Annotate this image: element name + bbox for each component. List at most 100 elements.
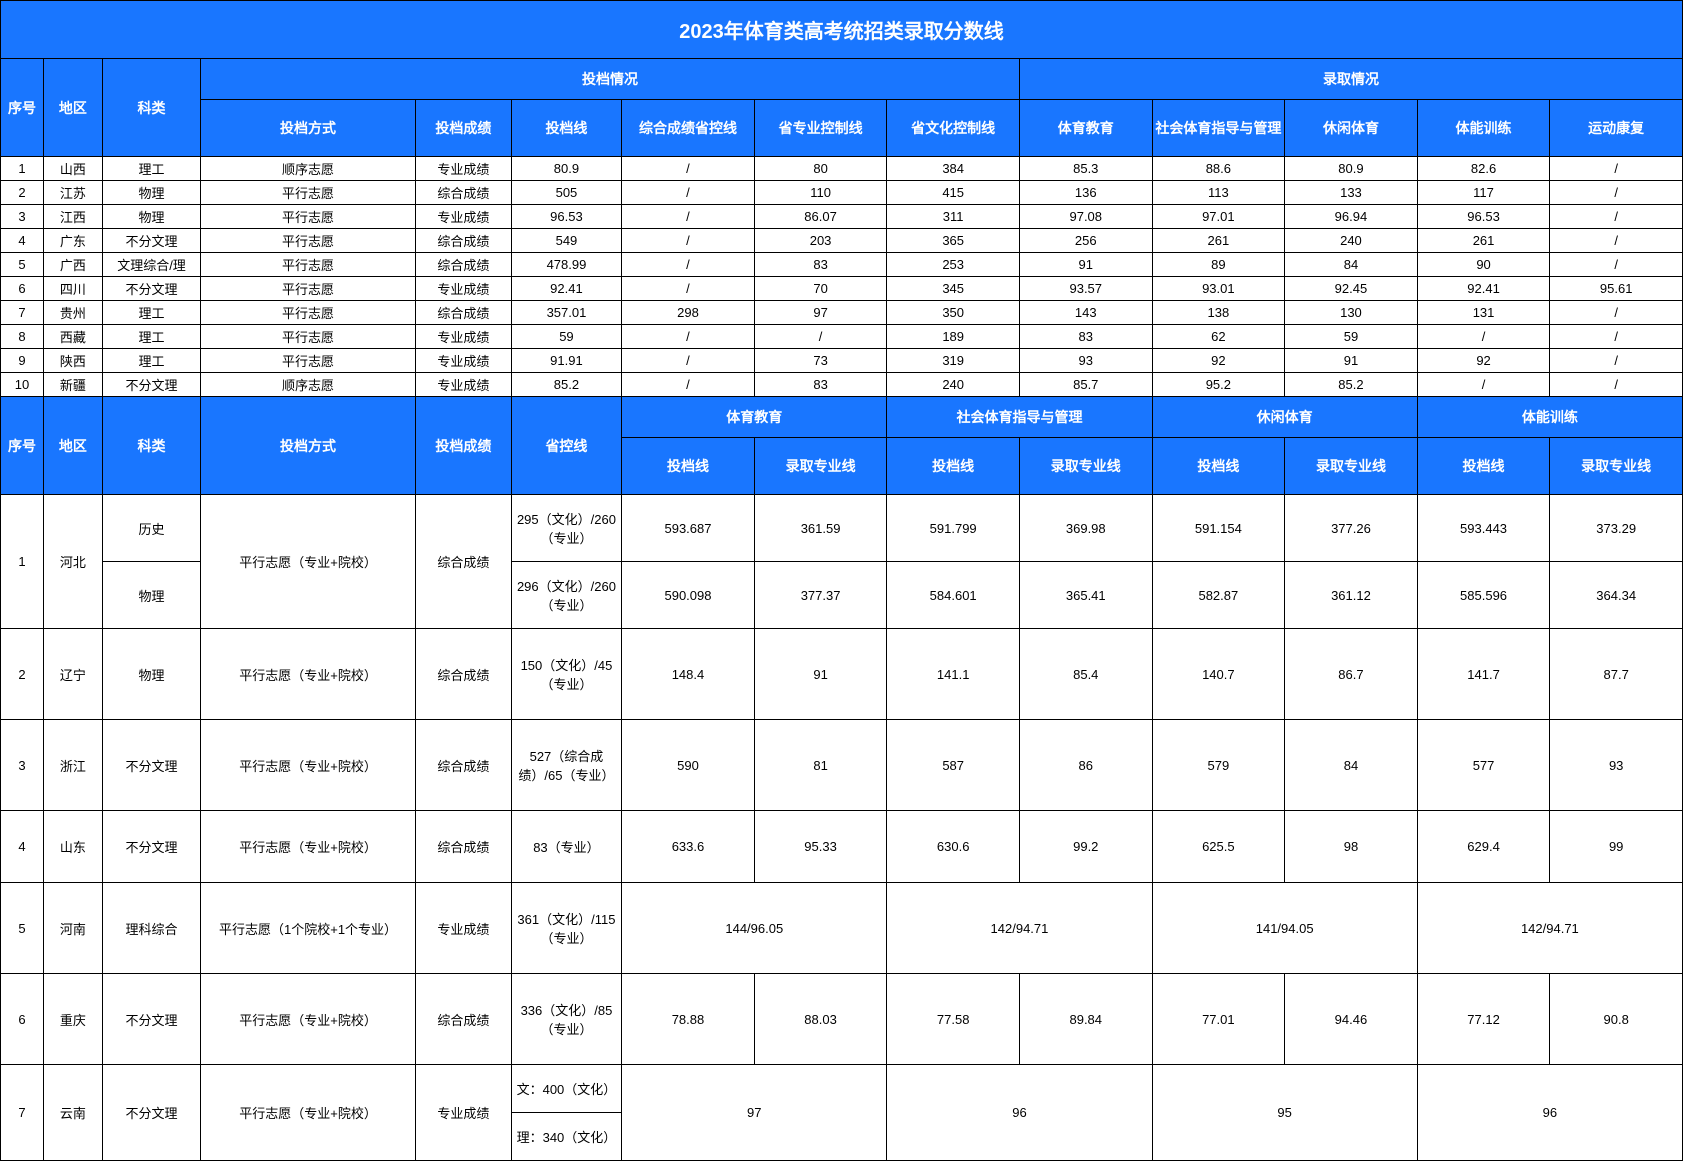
- cell: 117: [1417, 181, 1550, 205]
- cell: /: [622, 157, 755, 181]
- cell: 142/94.71: [1417, 883, 1682, 974]
- hdr-rehab: 运动康复: [1550, 100, 1683, 157]
- hdr2-so-a: 录取专业线: [1019, 438, 1152, 495]
- cell: 平行志愿: [201, 277, 416, 301]
- cell: 78.88: [622, 974, 755, 1065]
- cell: 98: [1285, 811, 1418, 883]
- cell-ctrl: 文：400（文化）: [511, 1065, 621, 1113]
- cell: 350: [887, 301, 1020, 325]
- cell: /: [622, 181, 755, 205]
- cell: 江苏: [43, 181, 102, 205]
- cell: 86: [1019, 720, 1152, 811]
- cell: 83: [1019, 325, 1152, 349]
- cell-idx: 7: [1, 1065, 44, 1161]
- hdr2-st-a: 录取专业线: [1550, 438, 1683, 495]
- cell: 590: [622, 720, 755, 811]
- cell: 93.57: [1019, 277, 1152, 301]
- cell: 97: [622, 1065, 887, 1161]
- cell-region: 河北: [43, 495, 102, 629]
- cell: 平行志愿（专业+院校）: [201, 720, 416, 811]
- cell: 3: [1, 205, 44, 229]
- cell: 理工: [102, 157, 200, 181]
- table-row: 8西藏理工平行志愿专业成绩59//189836259//: [1, 325, 1683, 349]
- cell: 319: [887, 349, 1020, 373]
- cell: 93: [1550, 720, 1683, 811]
- cell: 625.5: [1152, 811, 1285, 883]
- hdr-method: 投档方式: [201, 100, 416, 157]
- cell: 96.94: [1285, 205, 1418, 229]
- cell: 130: [1285, 301, 1418, 325]
- cell: 2: [1, 181, 44, 205]
- cell: 240: [1285, 229, 1418, 253]
- cell: 85.2: [1285, 373, 1418, 397]
- cell-ctrl: 理：340（文化）: [511, 1113, 621, 1161]
- cell: 10: [1, 373, 44, 397]
- cell: /: [622, 229, 755, 253]
- hdr2-strength: 体能训练: [1417, 397, 1682, 438]
- cell: 91.91: [511, 349, 621, 373]
- cell: 593.687: [622, 495, 755, 562]
- cell: 不分文理: [102, 373, 200, 397]
- cell: 陕西: [43, 349, 102, 373]
- cell: 99: [1550, 811, 1683, 883]
- hdr2-score-type: 投档成绩: [415, 397, 511, 495]
- cell: 6: [1, 974, 44, 1065]
- cell: 平行志愿（专业+院校）: [201, 629, 416, 720]
- cell: /: [1550, 205, 1683, 229]
- cell-method: 平行志愿（1个院校+1个专业）: [201, 883, 416, 974]
- cell: 平行志愿: [201, 253, 416, 277]
- hdr2-social: 社会体育指导与管理: [887, 397, 1152, 438]
- cell: 189: [887, 325, 1020, 349]
- table-row: 7贵州理工平行志愿综合成绩357.0129897350143138130131/: [1, 301, 1683, 325]
- cell: 1: [1, 157, 44, 181]
- cell: 84: [1285, 253, 1418, 277]
- cell: 142/94.71: [887, 883, 1152, 974]
- cell: 59: [511, 325, 621, 349]
- cell: 143: [1019, 301, 1152, 325]
- cell: 辽宁: [43, 629, 102, 720]
- cell: 138: [1152, 301, 1285, 325]
- cell: 80.9: [511, 157, 621, 181]
- cell: /: [1550, 157, 1683, 181]
- cell-idx: 1: [1, 495, 44, 629]
- cell: 478.99: [511, 253, 621, 277]
- cell-method: 平行志愿（专业+院校）: [201, 495, 416, 629]
- cell: 591.799: [887, 495, 1020, 562]
- cell: 物理: [102, 629, 200, 720]
- cell: 585.596: [1417, 562, 1550, 629]
- cell: 77.01: [1152, 974, 1285, 1065]
- cell-ctrl: 295（文化）/260（专业）: [511, 495, 621, 562]
- cell: 377.26: [1285, 495, 1418, 562]
- cell: 59: [1285, 325, 1418, 349]
- cell: 70: [754, 277, 887, 301]
- cell: 80: [754, 157, 887, 181]
- cell: 364.34: [1550, 562, 1683, 629]
- cell: /: [1550, 253, 1683, 277]
- cell-subject: 理科综合: [102, 883, 200, 974]
- cell: 261: [1152, 229, 1285, 253]
- table-row: 2辽宁物理平行志愿（专业+院校）综合成绩150（文化）/45（专业）148.49…: [1, 629, 1683, 720]
- table-row: 10新疆不分文理顺序志愿专业成绩85.2/8324085.795.285.2//: [1, 373, 1683, 397]
- cell: 92: [1152, 349, 1285, 373]
- cell-score-type: 综合成绩: [415, 495, 511, 629]
- cell: 2: [1, 629, 44, 720]
- cell: 94.46: [1285, 974, 1418, 1065]
- table-row: 9陕西理工平行志愿专业成绩91.91/7331993929192/: [1, 349, 1683, 373]
- hdr2-idx: 序号: [1, 397, 44, 495]
- cell-region: 河南: [43, 883, 102, 974]
- cell: 369.98: [1019, 495, 1152, 562]
- cell: 96: [887, 1065, 1152, 1161]
- cell: 93.01: [1152, 277, 1285, 301]
- section2-header-1: 序号 地区 科类 投档方式 投档成绩 省控线 体育教育 社会体育指导与管理 休闲…: [1, 397, 1683, 438]
- cell: 95: [1152, 1065, 1417, 1161]
- hdr-pro-ctrl: 省专业控制线: [754, 100, 887, 157]
- cell: /: [1417, 373, 1550, 397]
- cell: 专业成绩: [415, 277, 511, 301]
- cell: 240: [887, 373, 1020, 397]
- cell: 综合成绩: [415, 229, 511, 253]
- cell: 73: [754, 349, 887, 373]
- cell: 山东: [43, 811, 102, 883]
- cell: 平行志愿（专业+院校）: [201, 811, 416, 883]
- cell: 四川: [43, 277, 102, 301]
- cell: 62: [1152, 325, 1285, 349]
